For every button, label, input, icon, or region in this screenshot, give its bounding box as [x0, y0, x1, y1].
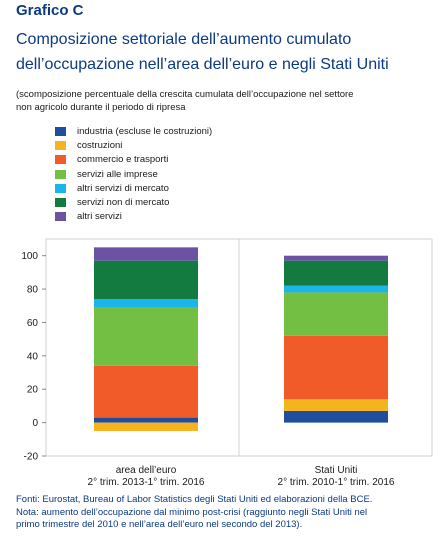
footer-note-line-2: primo trimestre del 2010 e nell’area del…	[16, 519, 303, 530]
x-category-label: 2° trim. 2013-1° trim. 2016	[88, 477, 205, 488]
chart-title: Composizione settoriale dell’aumento cum…	[16, 27, 446, 77]
legend-label: altri servizi	[77, 211, 122, 223]
legend-label: industria (escluse le costruzioni)	[77, 125, 213, 137]
legend-item-servizi-alle-imprese: servizi alle imprese	[55, 167, 212, 181]
y-tick-label: -20	[24, 452, 39, 463]
chart-kicker: Grafico C	[16, 2, 84, 19]
bar-servizi-alle-imprese-1	[94, 307, 198, 366]
legend-label: servizi non di mercato	[77, 197, 170, 209]
legend-swatch	[55, 140, 66, 150]
bar-commercio-e-trasporti-1	[94, 365, 198, 418]
legend-swatch	[55, 155, 66, 165]
x-category-label: Stati Uniti	[315, 465, 358, 476]
legend-swatch	[55, 198, 66, 208]
chart-title-line-1: Composizione settoriale dell’aumento cum…	[16, 31, 352, 48]
legend-swatch	[55, 183, 66, 193]
bar-servizi-alle-imprese-2	[284, 292, 388, 336]
footer-note-line-1: Nota: aumento dell’occupazione dal minim…	[16, 506, 368, 518]
y-tick-label: 60	[27, 318, 39, 329]
legend-label: commercio e trasporti	[77, 154, 169, 166]
legend-item-altri-servizi-di-mercato: altri servizi di mercato	[55, 181, 212, 195]
bar-costruzioni-1	[94, 422, 198, 431]
x-category-label: area dell’euro	[116, 465, 177, 476]
bar-altri-servizi-2	[284, 255, 388, 261]
legend-item-costruzioni: costruzioni	[55, 138, 212, 152]
bar-industria-escluse-le-costruzioni-1	[94, 417, 198, 423]
footer-sources: Fonti: Eurostat, Bureau of Labor Statist…	[16, 494, 373, 505]
legend-item-servizi-non-di-mercato: servizi non di mercato	[55, 195, 212, 209]
bar-costruzioni-2	[284, 399, 388, 411]
y-tick-label: 100	[21, 251, 38, 262]
x-category-label: 2° trim. 2010-1° trim. 2016	[278, 477, 395, 488]
chart-title-line-2: dell’occupazione nell’area dell’euro e n…	[16, 56, 389, 73]
legend-swatch	[55, 212, 66, 222]
bar-altri-servizi-1	[94, 247, 198, 261]
chart-subtitle-line-1: (scomposizione percentuale della crescit…	[16, 89, 354, 100]
bar-servizi-non-di-mercato-2	[284, 260, 388, 286]
chart-legend: industria (escluse le costruzioni) costru…	[55, 124, 212, 224]
bar-industria-escluse-le-costruzioni-2	[284, 410, 388, 423]
y-tick-label: 80	[27, 285, 39, 296]
chart-subtitle-line-2: non agricolo durante il periodo di ripre…	[16, 102, 186, 113]
y-tick-label: 40	[27, 351, 39, 362]
legend-label: servizi alle imprese	[77, 168, 158, 180]
legend-swatch	[55, 169, 66, 179]
chart-footer: Fonti: Eurostat, Bureau of Labor Statist…	[16, 494, 444, 532]
legend-item-industria-escluse-le-costruzioni: industria (escluse le costruzioni)	[55, 124, 212, 138]
bar-commercio-e-trasporti-2	[284, 335, 388, 400]
legend-label: costruzioni	[77, 139, 123, 151]
legend-label: altri servizi di mercato	[77, 182, 169, 194]
legend-item-commercio-e-trasporti: commercio e trasporti	[55, 153, 212, 167]
chart-subtitle: (scomposizione percentuale della crescit…	[16, 88, 441, 114]
bar-altri-servizi-di-mercato-2	[284, 285, 388, 293]
legend-item-altri-servizi: altri servizi	[55, 210, 212, 224]
bar-altri-servizi-di-mercato-1	[94, 299, 198, 308]
y-tick-label: 0	[32, 418, 38, 429]
y-tick-label: 20	[27, 385, 39, 396]
legend-swatch	[55, 126, 66, 136]
bar-servizi-non-di-mercato-1	[94, 260, 198, 300]
